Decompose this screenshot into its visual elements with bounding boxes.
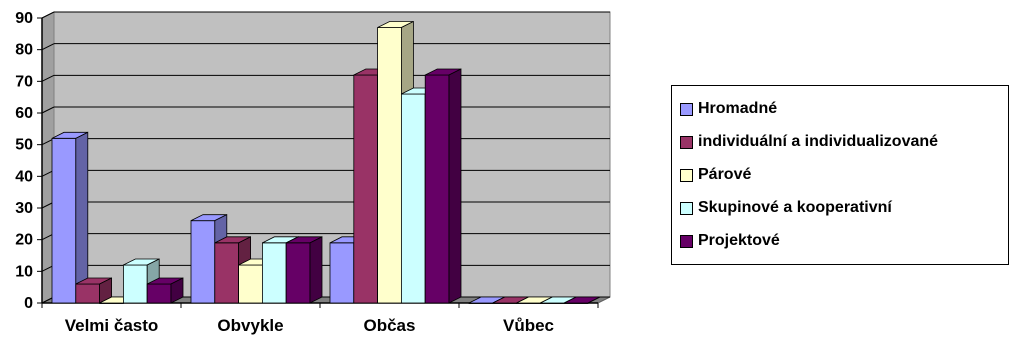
bar [424, 68, 462, 304]
gridline-diag [41, 74, 55, 82]
bar [285, 236, 323, 304]
legend-item: Skupinové a kooperativní [680, 197, 892, 219]
y-tick-label: 30 [15, 200, 33, 217]
gridline-diag [41, 43, 55, 51]
bar-front [214, 242, 240, 304]
y-tick-label: 50 [15, 137, 33, 154]
bar-side [587, 296, 601, 304]
legend-item: Projektové [680, 230, 780, 252]
bar-front [75, 283, 101, 304]
x-tick-label: Velmi často [65, 316, 159, 335]
bar-side [170, 277, 184, 304]
bar-front [353, 74, 378, 304]
x-tick-label: Obvykle [217, 316, 283, 335]
x-tick-label: Občas [364, 316, 416, 335]
y-tick-label: 20 [15, 232, 33, 249]
legend-label: Skupinové a kooperativní [698, 199, 892, 216]
bar-front [285, 242, 311, 304]
bar-side [309, 236, 323, 304]
legend-item: Párové [680, 164, 751, 186]
bar-front [51, 137, 77, 304]
legend-swatch [680, 201, 693, 215]
bar [563, 296, 601, 304]
legend-label: Párové [698, 166, 752, 183]
axis-labels: 0 10 20 30 40 50 60 70 80 90 Velmi často Obvykle Obč… [15, 10, 554, 335]
bar [51, 131, 89, 304]
legend-swatch [680, 234, 693, 248]
legend: Hromadné individuální a individualizované… [671, 85, 1009, 265]
legend-item: Hromadné [680, 98, 777, 120]
bar-chart: 0 10 20 30 40 50 60 70 80 90 Velmi často Obvykle Obč… [15, 10, 611, 335]
y-tick-label: 80 [15, 42, 33, 59]
bars [51, 20, 601, 304]
y-tick-label: 40 [15, 168, 33, 185]
bar-front [377, 27, 402, 304]
bar-front [329, 242, 355, 304]
bar-side [448, 68, 462, 304]
bar [146, 277, 184, 304]
bar [75, 277, 112, 304]
bar-front [190, 220, 216, 304]
bar-front [261, 242, 287, 304]
bar-front [123, 264, 148, 304]
y-tick-label: 70 [15, 73, 33, 90]
x-tick-label: Vůbec [503, 316, 554, 335]
y-tick-label: 0 [24, 295, 33, 312]
gridline-diag [41, 11, 55, 19]
y-tick-label: 90 [15, 10, 33, 27]
bar-front [146, 283, 172, 304]
bar-side [75, 131, 89, 304]
legend-swatch [680, 102, 693, 116]
legend-item: individuální a individualizované [680, 131, 938, 153]
legend-label: individuální a individualizované [698, 133, 939, 150]
bar-front [238, 264, 263, 304]
legend-swatch [680, 168, 693, 182]
gridline-diag [41, 106, 55, 114]
y-tick-label: 60 [15, 105, 33, 122]
bar-front [424, 74, 450, 304]
y-tick-label: 10 [15, 263, 33, 280]
plot-area [41, 11, 611, 304]
legend-label: Hromadné [698, 100, 778, 117]
legend-swatch [680, 135, 693, 149]
bar-front [400, 93, 426, 304]
legend-label: Projektové [698, 232, 780, 249]
